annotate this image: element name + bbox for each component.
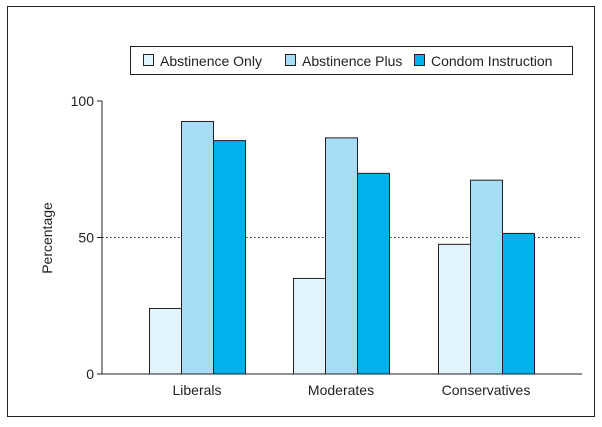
legend-entry: Abstinence Plus — [302, 53, 402, 69]
x-tick-label: Moderates — [308, 382, 374, 398]
bar — [293, 277, 326, 375]
plot-area: Liberals Moderates Conservatives 0 50 100 — [71, 93, 582, 398]
y-axis-label: Percentage — [39, 202, 55, 274]
bar — [181, 120, 214, 375]
legend-swatch — [414, 54, 425, 66]
legend-swatch — [285, 54, 296, 66]
bar — [470, 179, 503, 375]
bar — [149, 307, 182, 375]
y-tick-label: 0 — [86, 366, 94, 382]
y-tick-label: 100 — [71, 93, 95, 109]
x-tick-label: Liberals — [172, 382, 221, 398]
y-tick-label: 50 — [78, 230, 94, 246]
x-tick-label: Conservatives — [442, 382, 531, 398]
bar — [357, 172, 390, 375]
legend-swatch — [143, 54, 154, 66]
legend-box — [130, 46, 573, 75]
bar — [502, 232, 535, 375]
legend: Abstinence Only Abstinence Plus Condom Ins… — [130, 46, 573, 75]
bar — [325, 137, 358, 375]
legend-entry: Condom Instruction — [431, 53, 552, 69]
bar — [438, 243, 471, 375]
legend-entry: Abstinence Only — [160, 53, 262, 69]
bar — [213, 140, 246, 375]
